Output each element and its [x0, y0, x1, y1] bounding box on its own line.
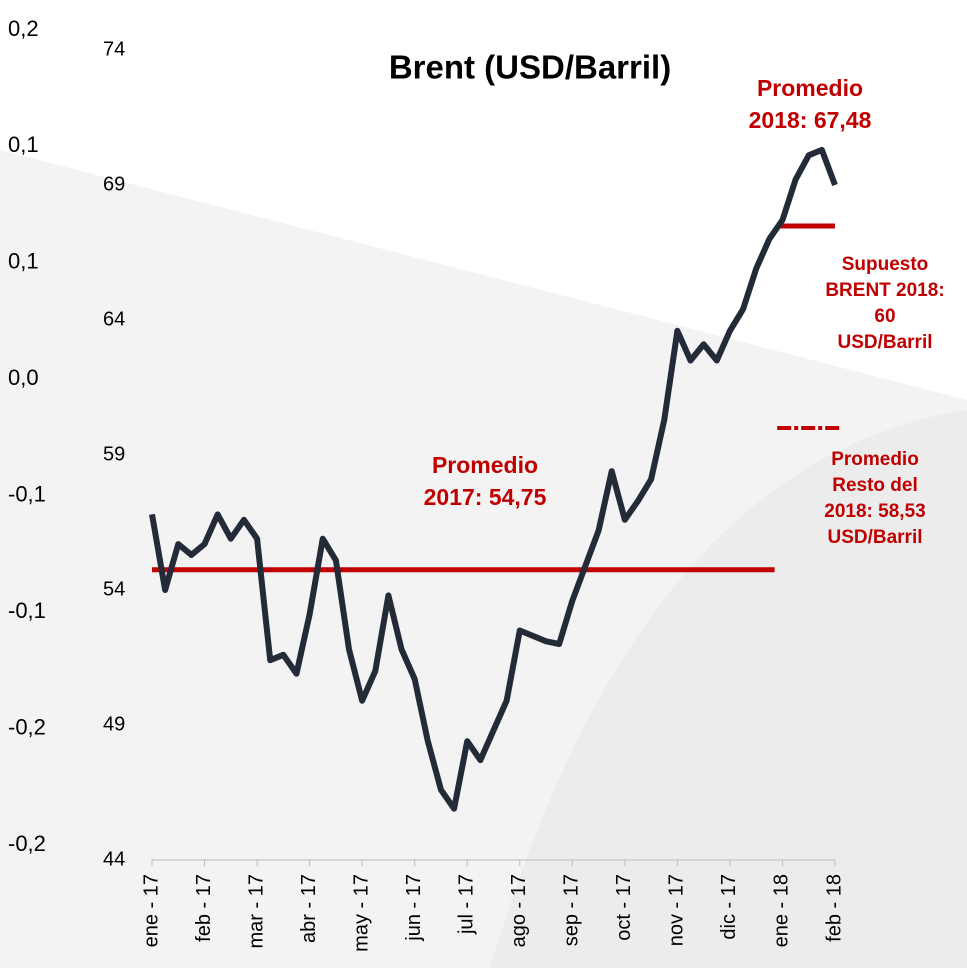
chart-title: Brent (USD/Barril) — [389, 49, 671, 86]
annotation: Resto del — [832, 475, 918, 496]
x-tick-label: jul - 17 — [456, 874, 478, 935]
x-tick-label: oct - 17 — [613, 874, 635, 941]
annotation: 2017: 54,75 — [424, 484, 547, 510]
y2-tick-label: -0,2 — [8, 831, 46, 856]
x-tick-label: dic - 17 — [718, 874, 740, 940]
y-tick-label: 49 — [103, 713, 125, 735]
annotation: 60 — [874, 306, 895, 327]
x-tick-label: mar - 17 — [245, 874, 267, 948]
x-tick-label: nov - 17 — [666, 874, 688, 946]
annotation: BRENT 2018: — [825, 280, 944, 301]
y-tick-label: 59 — [103, 443, 125, 465]
x-tick-label: sep - 17 — [561, 874, 583, 946]
x-tick-label: feb - 18 — [823, 874, 845, 942]
y2-tick-label: 0,1 — [8, 249, 39, 274]
x-tick-label: ene - 18 — [771, 874, 793, 947]
x-tick-label: jun - 17 — [403, 874, 425, 942]
x-tick-label: ago - 17 — [508, 874, 530, 947]
y-tick-label: 74 — [103, 38, 125, 60]
y2-tick-label: -0,1 — [8, 482, 46, 507]
annotation: Promedio — [757, 75, 863, 101]
annotation: 2018: 67,48 — [749, 107, 872, 133]
annotation: Promedio — [831, 449, 919, 470]
annotation: Promedio — [432, 452, 538, 478]
y-tick-label: 54 — [103, 578, 125, 600]
y2-tick-label: 0,1 — [8, 132, 39, 157]
annotation: USD/Barril — [827, 527, 922, 548]
y-tick-label: 69 — [103, 173, 125, 195]
y-tick-label: 44 — [103, 848, 125, 870]
y-tick-label: 64 — [103, 308, 125, 330]
x-tick-label: may - 17 — [350, 874, 372, 952]
annotation: 2018: 58,53 — [824, 501, 925, 522]
y2-tick-label: -0,1 — [8, 598, 46, 623]
background-shape — [490, 410, 967, 968]
x-tick-label: ene - 17 — [140, 874, 162, 947]
annotation: USD/Barril — [837, 332, 932, 353]
x-tick-label: abr - 17 — [298, 874, 320, 943]
y2-tick-label: 0,0 — [8, 365, 39, 390]
y2-tick-label: 0,2 — [8, 16, 39, 41]
x-tick-label: feb - 17 — [193, 874, 215, 942]
data-line — [149, 146, 838, 812]
annotation: Supuesto — [842, 254, 929, 275]
y2-tick-label: -0,2 — [8, 714, 46, 739]
